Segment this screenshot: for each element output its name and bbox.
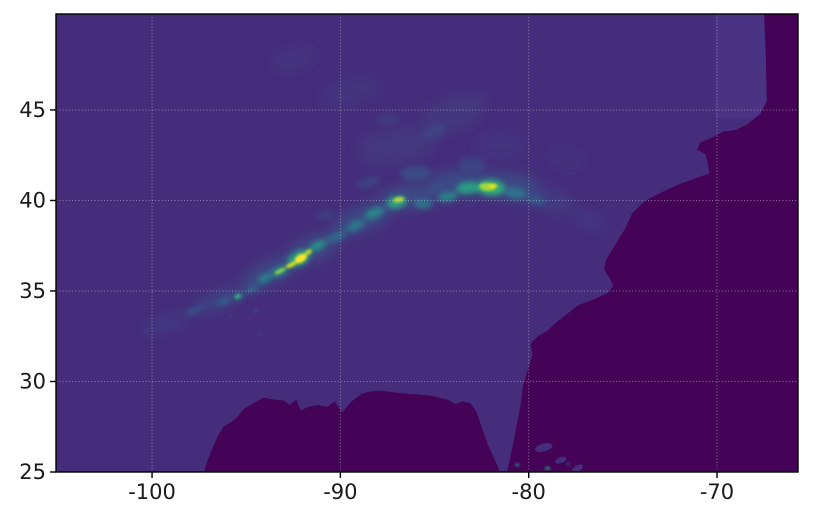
plume-blob	[252, 309, 259, 313]
plume-blob	[544, 466, 551, 470]
plume-blob	[422, 125, 447, 139]
plume-blob	[285, 261, 297, 269]
plume-blob	[327, 231, 346, 242]
plume-blob	[256, 332, 263, 336]
x-tick-label: -80	[512, 480, 546, 504]
y-tick-label: 25	[19, 460, 46, 484]
plot-content	[56, 14, 798, 472]
plume-blob	[574, 210, 604, 231]
plume-blob	[548, 149, 585, 169]
plume-blob	[193, 287, 243, 313]
plume-blob	[257, 273, 273, 284]
y-tick-label: 35	[19, 279, 46, 303]
plume-blob	[356, 176, 381, 189]
plume-blob	[241, 257, 297, 289]
plume-blob	[514, 463, 520, 467]
plume-blob	[399, 166, 432, 181]
plume-blob	[144, 313, 187, 334]
x-tick-label: -70	[700, 480, 734, 504]
gridlines	[56, 14, 798, 472]
plume-blob	[131, 333, 136, 336]
plume-blob	[364, 207, 384, 220]
plume-blob	[294, 253, 307, 264]
plume-blob	[317, 210, 333, 220]
island-patch	[572, 464, 584, 472]
plume-blob	[397, 201, 402, 205]
plume-blob	[456, 181, 481, 194]
plume-blob	[476, 134, 525, 159]
ocean-region-atlantic	[506, 14, 798, 472]
island-patch	[535, 443, 553, 453]
plume-blob	[527, 189, 575, 212]
plume-blob	[375, 112, 400, 126]
plume-blob	[504, 187, 527, 199]
island-patch	[554, 456, 567, 464]
plume-blob	[216, 298, 232, 306]
plume-blob	[228, 314, 234, 318]
plume-blob	[420, 94, 486, 133]
plume-blob	[437, 191, 458, 203]
plume-blob	[488, 183, 498, 189]
plume-layer-sharp	[131, 182, 571, 470]
axes-frame	[55, 13, 799, 473]
plume-blob	[274, 267, 286, 275]
y-tick-label: 45	[19, 98, 46, 122]
plume-blob	[320, 77, 379, 107]
x-tick-label: -100	[128, 480, 176, 504]
plume-blob	[414, 199, 433, 209]
plume-blob	[346, 219, 365, 232]
x-tick-label: -90	[323, 480, 357, 504]
y-tick-label: 40	[19, 188, 46, 212]
plume-blob	[234, 294, 241, 299]
plume-blob	[143, 329, 150, 333]
plume-blob	[309, 240, 326, 252]
plume-blob	[304, 249, 313, 256]
domain-edge-band	[715, 14, 766, 119]
ocean-region-gulf	[203, 390, 500, 472]
plume-blob	[566, 462, 571, 466]
plume-blob	[458, 157, 487, 172]
y-tick-label: 30	[19, 369, 46, 393]
plume-blob	[184, 306, 203, 316]
plume-blob	[357, 127, 437, 166]
plume-blob	[271, 48, 315, 71]
